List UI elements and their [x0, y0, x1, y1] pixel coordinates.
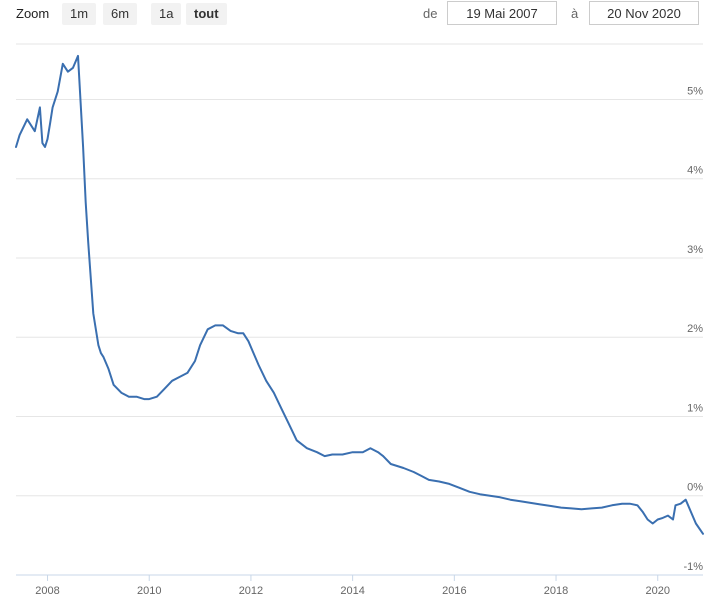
y-tick-label: -1% — [683, 561, 703, 573]
x-tick-label: 2020 — [646, 585, 670, 597]
zoom-label: Zoom — [16, 6, 50, 21]
y-tick-label: 4% — [687, 165, 703, 177]
from-date-input[interactable] — [447, 1, 557, 25]
x-tick-label: 2014 — [340, 585, 364, 597]
zoom-6m-button[interactable]: 6m — [103, 3, 138, 25]
x-tick-label: 2016 — [442, 585, 466, 597]
y-tick-label: 2% — [687, 323, 703, 335]
x-tick-label: 2018 — [544, 585, 568, 597]
to-date-input[interactable] — [589, 1, 699, 25]
zoom-all-button[interactable]: tout — [186, 3, 227, 25]
y-tick-label: 5% — [687, 85, 703, 97]
zoom-1a-button[interactable]: 1a — [151, 3, 182, 25]
y-tick-label: 1% — [687, 402, 703, 414]
x-tick-label: 2012 — [239, 585, 263, 597]
x-tick-label: 2008 — [35, 585, 59, 597]
zoom-1m-button[interactable]: 1m — [62, 3, 97, 25]
from-date-label: de — [423, 6, 438, 21]
to-date-label: à — [571, 6, 579, 21]
x-tick-label: 2010 — [137, 585, 161, 597]
series-line-0[interactable] — [15, 54, 704, 535]
y-tick-label: 3% — [687, 244, 703, 256]
y-tick-label: 0% — [687, 482, 703, 494]
range-selector-toolbar: Zoom 1m 6m 1a tout de à — [0, 0, 716, 32]
